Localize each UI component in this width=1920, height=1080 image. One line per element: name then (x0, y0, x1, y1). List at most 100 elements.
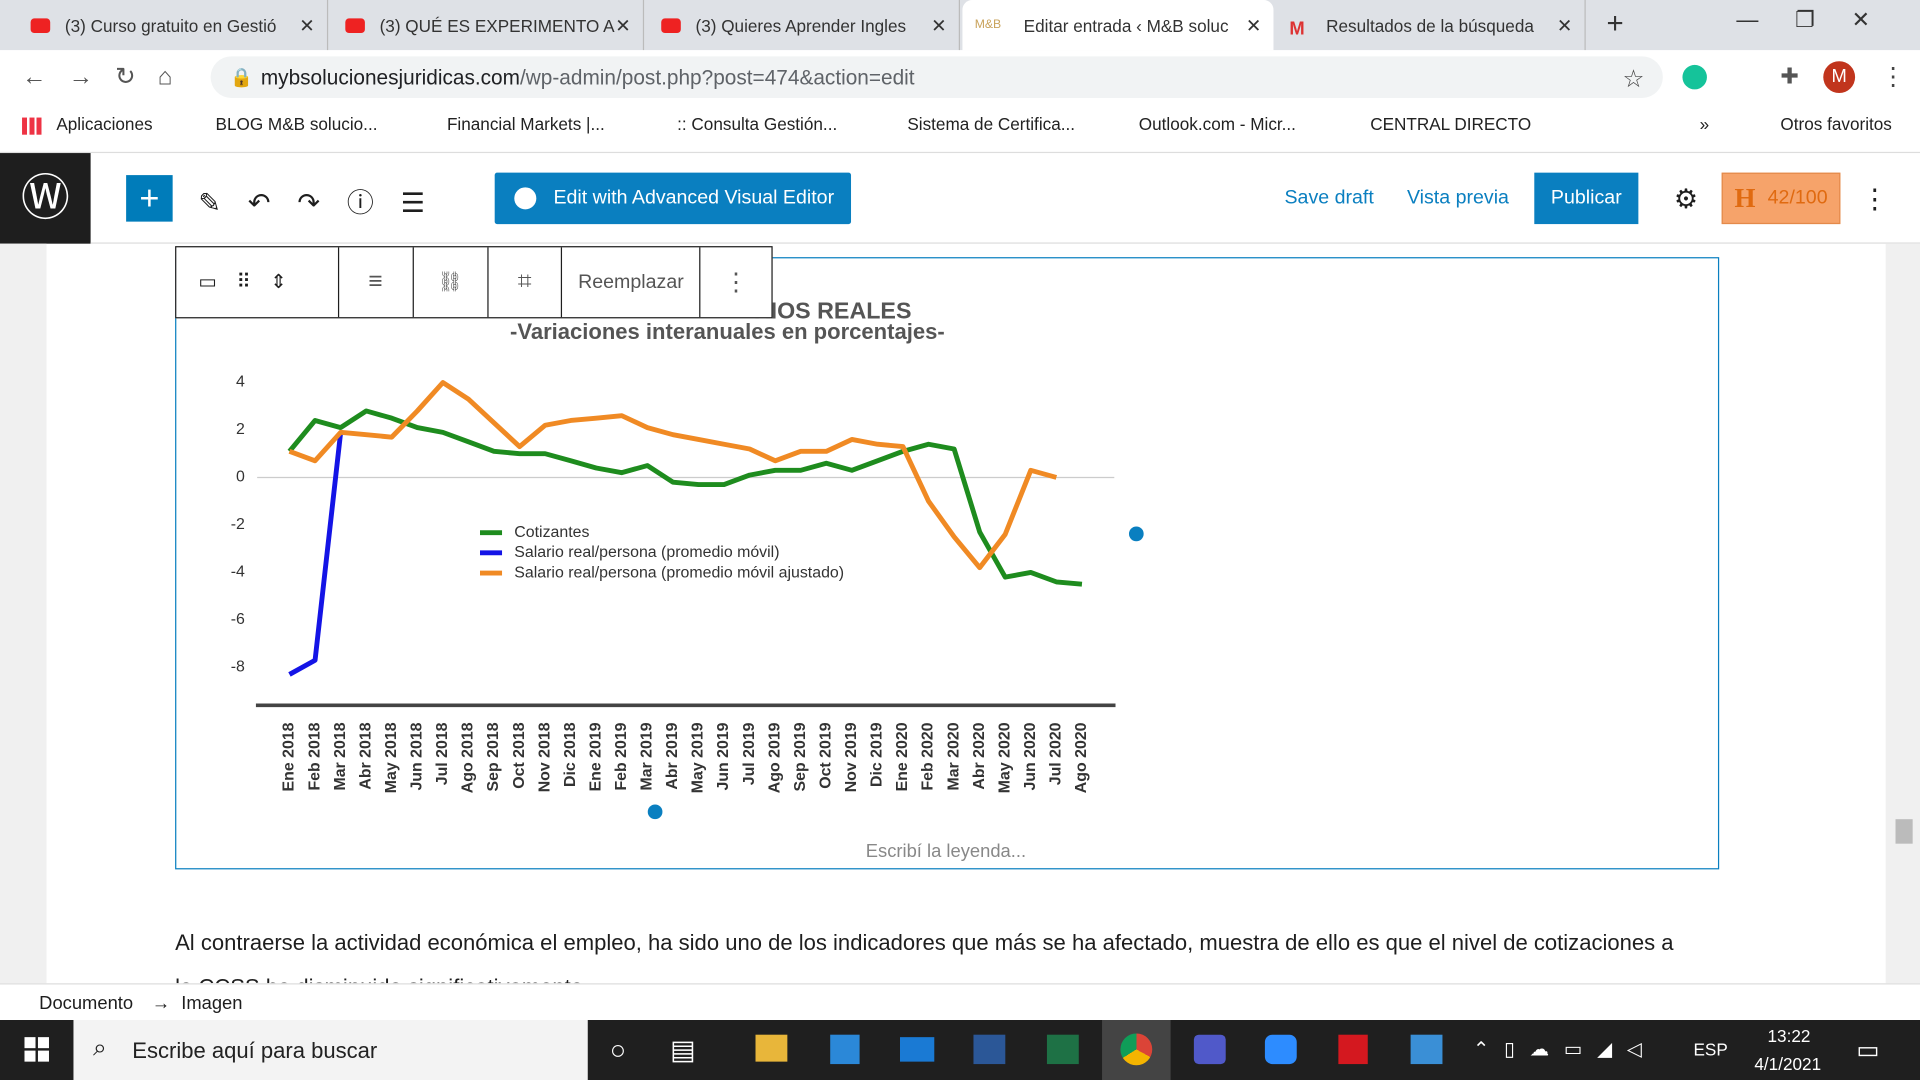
x-tick-label: Jul 2018 (434, 722, 451, 785)
clock-date[interactable]: 4/1/2021 (1754, 1054, 1822, 1074)
replace[interactable]: Reemplazar (563, 247, 701, 318)
x-tick-label: Sep 2018 (485, 722, 502, 791)
caption[interactable]: Escribí la leyenda... (865, 841, 1027, 863)
tab[interactable]: (3) QUÉ ES EXPERIMENTO A ✕ (333, 0, 645, 51)
crumb[interactable]: Imagen (181, 993, 243, 1014)
x-tick-label: Ago 2018 (460, 722, 477, 793)
lock-icon: 🔒 (230, 67, 254, 89)
ave-button[interactable]: Edit with Advanced Visual Editor (494, 172, 852, 225)
x-tick-label: May 2018 (383, 722, 400, 793)
x-tick-label: Ago 2019 (766, 722, 783, 793)
bookmark[interactable]: Aplicaciones (56, 113, 153, 134)
bookmark[interactable]: BLOG M&B solucio... (215, 113, 378, 134)
ext-puzzle[interactable]: ✚ (1780, 63, 1799, 89)
x-tick-label: Jul 2019 (741, 722, 758, 785)
notifications[interactable]: ▭ (1856, 1037, 1880, 1065)
app-zoom[interactable] (1264, 1034, 1297, 1065)
app-explorer[interactable] (755, 1034, 788, 1062)
scrollbar (1885, 243, 1920, 984)
x-tick-label: Jul 2020 (1048, 722, 1065, 785)
save-draft[interactable]: Save draft (1284, 187, 1374, 209)
y-tick-label: -6 (231, 611, 245, 628)
settings[interactable]: ⚙ (1673, 183, 1699, 215)
app-teams[interactable] (1193, 1034, 1226, 1065)
seo-score[interactable]: H 42/100 (1721, 172, 1841, 225)
bookmark[interactable]: :: Consulta Gestión... (677, 113, 838, 134)
bookmark[interactable]: Financial Markets |... (446, 113, 605, 134)
bookmark-star[interactable]: ☆ (1622, 66, 1645, 94)
y-tick-label: -4 (231, 564, 245, 581)
bookmark[interactable]: CENTRAL DIRECTO (1370, 113, 1532, 134)
preview[interactable]: Vista previa (1406, 187, 1509, 209)
crumb-sep: → (151, 993, 171, 1014)
link[interactable]: ⛓ (413, 247, 488, 318)
series-line (287, 408, 1083, 587)
lang[interactable]: ESP (1693, 1039, 1728, 1060)
align[interactable]: ≡ (339, 247, 414, 318)
app-mail[interactable] (900, 1037, 935, 1062)
x-tick-label: Sep 2019 (792, 722, 809, 791)
url-host: mybsolucionesjuridicas.com (260, 66, 520, 90)
score: 42/100 (1767, 187, 1828, 209)
resize-handle[interactable] (1128, 526, 1144, 542)
task-icons[interactable]: ○▤ (609, 1034, 740, 1066)
new-tab[interactable]: + (1606, 7, 1624, 41)
resize-handle[interactable] (647, 804, 663, 820)
crop[interactable]: ⌗ (488, 247, 563, 318)
more[interactable]: ⋮ (1861, 183, 1889, 215)
divider (90, 242, 1920, 244)
x-tick-label: Nov 2018 (536, 722, 553, 792)
window-controls[interactable]: — ❐ ✕ (1736, 7, 1871, 32)
tray-icons[interactable]: ⌃▯☁▭◢◁ (1473, 1039, 1657, 1061)
clock-time[interactable]: 13:22 (1767, 1026, 1811, 1046)
wp-logo[interactable]: Ⓦ (0, 153, 91, 244)
tab[interactable]: (3) Quieres Aprender Ingles ✕ (649, 0, 961, 51)
menu[interactable]: ⋮ (1880, 63, 1906, 91)
block-more[interactable]: ⋮ (723, 269, 749, 297)
image-block[interactable] (175, 257, 1720, 870)
bookmark[interactable]: Outlook.com - Micr... (1138, 113, 1296, 134)
bookmark[interactable]: Sistema de Certifica... (907, 113, 1076, 134)
crumb[interactable]: Documento (39, 993, 134, 1014)
ext-grammarly[interactable] (1682, 64, 1707, 90)
legend-label: Salario real/persona (promedio móvil) (514, 544, 779, 561)
app-chrome-active[interactable] (1102, 1020, 1171, 1080)
search-placeholder: Escribe aquí para buscar (132, 1038, 378, 1063)
tab[interactable]: M Resultados de la búsqueda ✕ (1277, 0, 1586, 51)
x-tick-label: Feb 2019 (613, 722, 630, 790)
add-block[interactable]: + (126, 175, 173, 222)
x-tick-label: May 2020 (996, 722, 1013, 793)
taskbar: ⌕ Escribe aquí para buscar ○▤ ⌃▯☁▭◢◁ ESP… (0, 1020, 1920, 1080)
y-tick-label: -2 (231, 516, 245, 533)
x-tick-label: Ago 2020 (1073, 722, 1090, 793)
publish[interactable]: Publicar (1534, 172, 1639, 225)
other-bookmarks[interactable]: Otros favoritos (1780, 113, 1892, 134)
search-box[interactable]: ⌕ Escribe aquí para buscar (73, 1020, 588, 1080)
divider (0, 151, 1920, 154)
profile[interactable]: M (1823, 61, 1856, 94)
app-excel[interactable] (1046, 1034, 1079, 1065)
x-tick-label: Feb 2018 (306, 722, 323, 790)
paragraph[interactable]: Al contraerse la actividad económica el … (175, 930, 1674, 984)
app-word[interactable] (973, 1034, 1006, 1065)
start[interactable] (24, 1037, 49, 1062)
more-bookmarks[interactable]: » (1699, 113, 1710, 134)
app-photos[interactable] (1410, 1034, 1443, 1065)
app-store[interactable] (830, 1034, 860, 1065)
x-tick-label: Ene 2018 (281, 722, 298, 791)
nav-buttons[interactable]: ←→↻⌂ (22, 63, 195, 91)
omnibox[interactable] (210, 56, 1663, 98)
tab[interactable]: (3) Curso gratuito en Gestió ✕ (18, 0, 329, 51)
url: mybsolucionesjuridicas.com/wp-admin/post… (261, 66, 915, 90)
x-tick-label: Dic 2019 (869, 722, 886, 787)
x-tick-label: Mar 2020 (945, 722, 962, 790)
editor-tools[interactable]: ✎↶↷ⓘ☰ (198, 187, 452, 218)
x-tick-label: Abr 2018 (357, 722, 374, 789)
block-tools[interactable]: ▭⠿⇕ (176, 247, 339, 318)
series-line (288, 432, 344, 677)
x-tick-label: Mar 2018 (332, 722, 349, 790)
tab-active[interactable]: M&B Editar entrada ‹ M&B soluc ✕ (962, 0, 1274, 51)
y-tick-label: -8 (231, 659, 245, 676)
app-acrobat[interactable] (1338, 1034, 1368, 1065)
